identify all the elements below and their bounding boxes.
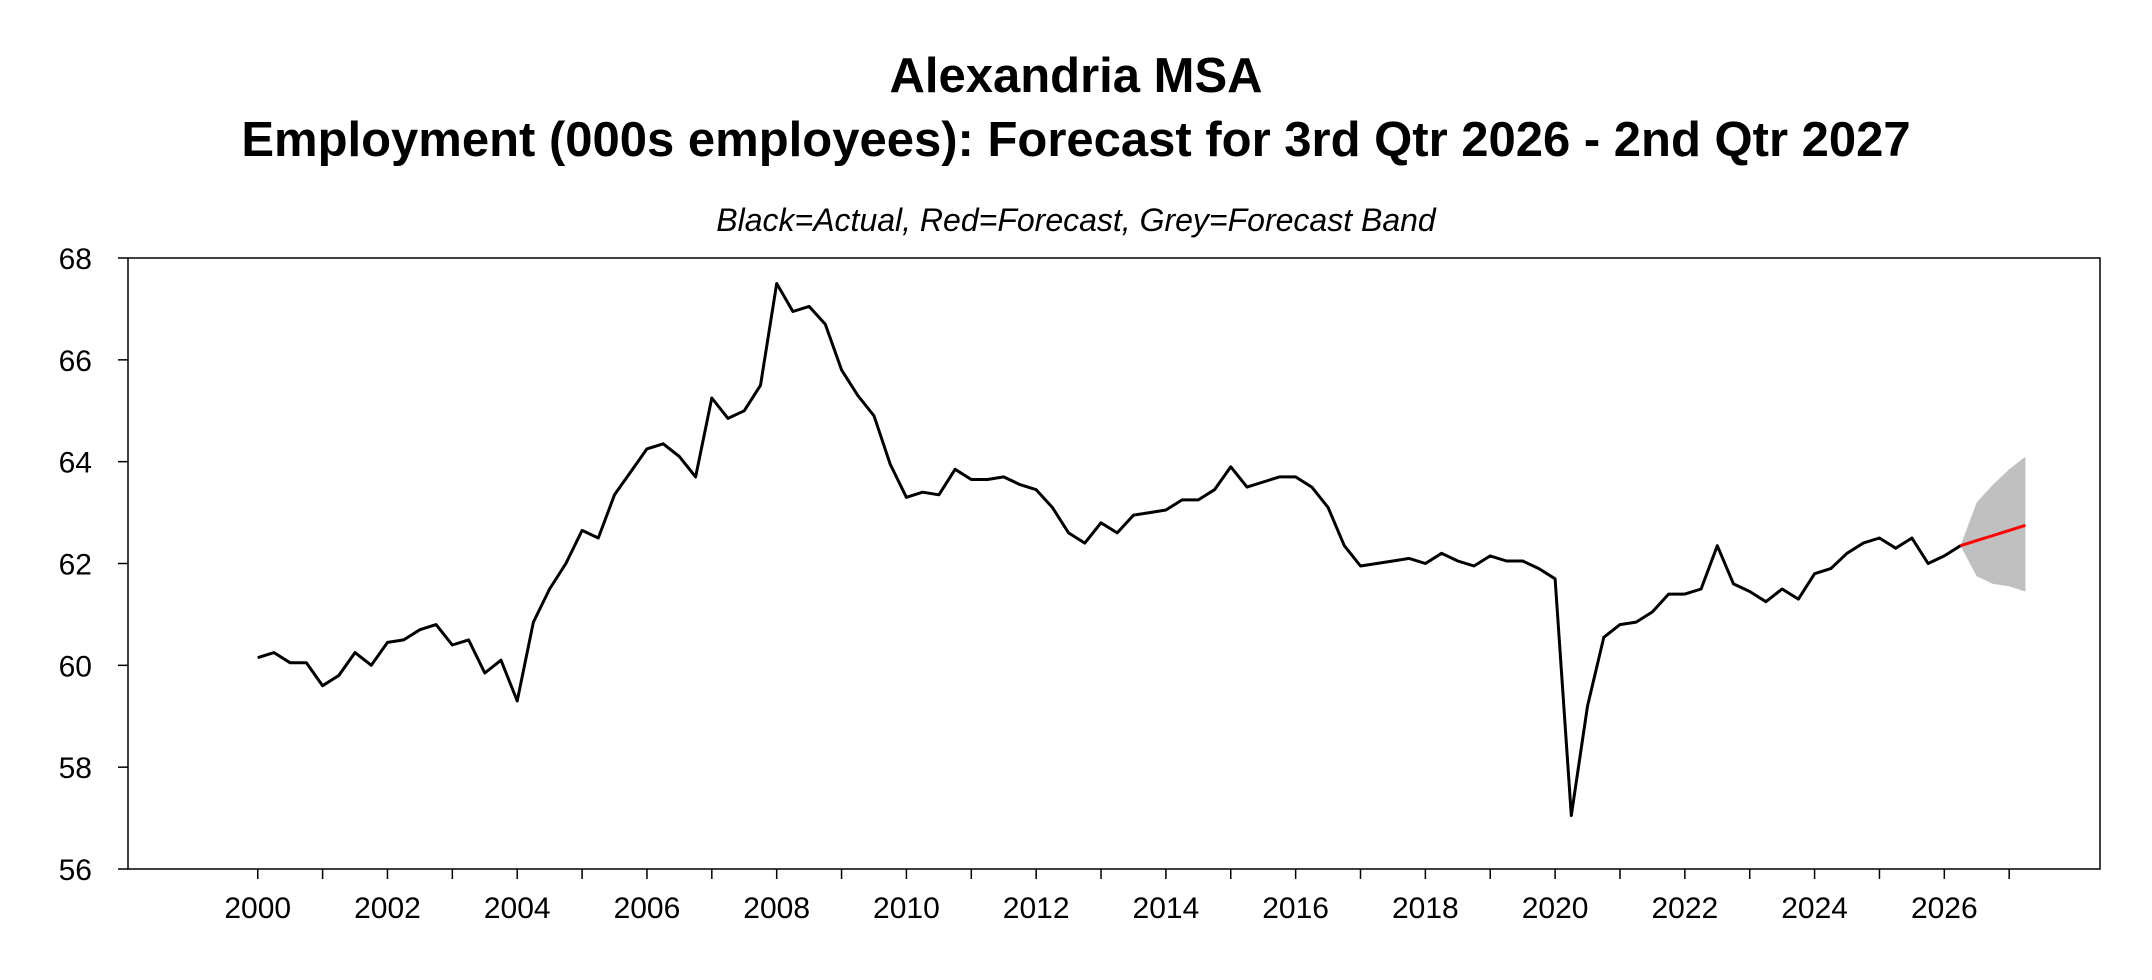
x-tick-label: 2004 bbox=[484, 892, 551, 925]
chart-title-line-2: Employment (000s employees): Forecast fo… bbox=[241, 113, 1911, 167]
y-tick-label: 64 bbox=[59, 447, 92, 480]
y-tick-label: 56 bbox=[59, 854, 92, 887]
x-tick-label: 2026 bbox=[1911, 892, 1978, 925]
x-tick-label: 2012 bbox=[1003, 892, 1070, 925]
x-tick-label: 2020 bbox=[1522, 892, 1589, 925]
x-tick-label: 2018 bbox=[1392, 892, 1459, 925]
x-tick-label: 2024 bbox=[1781, 892, 1848, 925]
y-tick-label: 68 bbox=[59, 243, 92, 276]
actual-line bbox=[257, 282, 1962, 817]
y-tick-label: 60 bbox=[59, 650, 92, 683]
x-tick-label: 2014 bbox=[1133, 892, 1200, 925]
x-tick-label: 2002 bbox=[354, 892, 421, 925]
y-tick-label: 58 bbox=[59, 752, 92, 785]
x-tick-label: 2008 bbox=[743, 892, 810, 925]
x-tick-label: 2006 bbox=[614, 892, 681, 925]
forecast-band bbox=[1960, 456, 2026, 592]
y-tick-label: 62 bbox=[59, 549, 92, 582]
x-tick-label: 2022 bbox=[1651, 892, 1718, 925]
chart-title-line-1: Alexandria MSA bbox=[889, 49, 1263, 103]
x-tick-label: 2016 bbox=[1262, 892, 1329, 925]
x-tick-label: 2000 bbox=[224, 892, 291, 925]
forecast-line bbox=[1960, 523, 2026, 548]
plot-frame bbox=[127, 257, 2101, 870]
y-tick-label: 66 bbox=[59, 345, 92, 378]
chart-legend-note: Black=Actual, Red=Forecast, Grey=Forecas… bbox=[716, 202, 1436, 238]
chart-title: Alexandria MSA Employment (000s employee… bbox=[0, 44, 2152, 172]
x-tick-label: 2010 bbox=[873, 892, 940, 925]
